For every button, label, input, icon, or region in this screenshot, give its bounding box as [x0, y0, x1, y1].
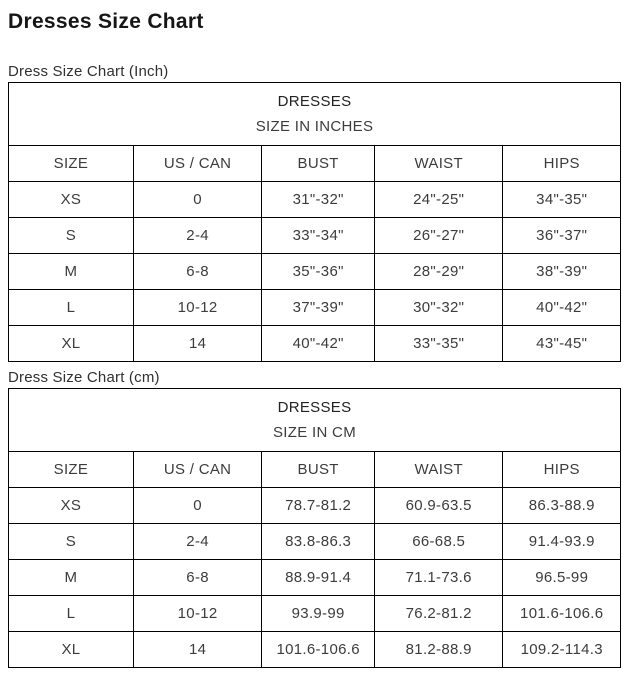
table-cell: 2-4: [132, 523, 263, 560]
table-cell: 6-8: [132, 559, 263, 596]
column-header: HIPS: [502, 145, 621, 182]
table-cell: XL: [8, 631, 134, 668]
table-head: DRESSES SIZE IN CM SIZE US / CAN BUST WAIST…: [8, 388, 621, 488]
table-cell: 0: [132, 181, 263, 218]
table-cell: 6-8: [132, 253, 263, 290]
table-cell: 91.4-93.9: [502, 523, 621, 560]
table-row: XL 14 40"-42" 33"-35" 43"-45": [8, 325, 621, 362]
table-cell: 83.8-86.3: [261, 523, 375, 560]
table-cell: 10-12: [132, 595, 263, 632]
column-header: WAIST: [373, 451, 504, 488]
table-title-cell: DRESSES SIZE IN INCHES: [8, 82, 621, 146]
table-cell: 88.9-91.4: [261, 559, 375, 596]
table-cell: XL: [8, 325, 134, 362]
table-cell: 78.7-81.2: [261, 487, 375, 524]
table-cell: 38"-39": [502, 253, 621, 290]
column-header-row: SIZE US / CAN BUST WAIST HIPS: [8, 145, 621, 182]
column-header: US / CAN: [132, 451, 263, 488]
table-row: XS 0 78.7-81.2 60.9-63.5 86.3-88.9: [8, 487, 621, 524]
table-cell: 2-4: [132, 217, 263, 254]
table-cell: 0: [132, 487, 263, 524]
table-title-line2: SIZE IN INCHES: [255, 118, 374, 135]
table-title-line1: DRESSES: [277, 93, 352, 110]
table-cell: 31"-32": [261, 181, 375, 218]
table-cell: M: [8, 559, 134, 596]
table-cell: 76.2-81.2: [373, 595, 504, 632]
column-header-row: SIZE US / CAN BUST WAIST HIPS: [8, 451, 621, 488]
column-header: HIPS: [502, 451, 621, 488]
table-row: S 2-4 83.8-86.3 66-68.5 91.4-93.9: [8, 523, 621, 560]
table-cell: 101.6-106.6: [502, 595, 621, 632]
table-cell: 81.2-88.9: [373, 631, 504, 668]
span-header-row: DRESSES SIZE IN CM: [8, 388, 621, 452]
table-cell: XS: [8, 181, 134, 218]
size-chart-inch: DRESSES SIZE IN INCHES SIZE US / CAN BUST W…: [8, 82, 621, 362]
table-cell: 33"-35": [373, 325, 504, 362]
table-cell: 36"-37": [502, 217, 621, 254]
table-cell: L: [8, 289, 134, 326]
table-cell: 43"-45": [502, 325, 621, 362]
table-cell: 34"-35": [502, 181, 621, 218]
table-cell: 40"-42": [502, 289, 621, 326]
table-cell: 26"-27": [373, 217, 504, 254]
table-cell: 96.5-99: [502, 559, 621, 596]
table-cell: S: [8, 523, 134, 560]
table-cell: 60.9-63.5: [373, 487, 504, 524]
table-body: XS 0 78.7-81.2 60.9-63.5 86.3-88.9 S 2-4 83.8-8…: [8, 487, 621, 668]
table-cell: 40"-42": [261, 325, 375, 362]
table-cell: 24"-25": [373, 181, 504, 218]
table-cell: S: [8, 217, 134, 254]
page-title: Dresses Size Chart: [8, 10, 204, 33]
table-row: L 10-12 93.9-99 76.2-81.2 101.6-106.6: [8, 595, 621, 632]
table-title-line2: SIZE IN CM: [272, 424, 356, 441]
table-cell: 93.9-99: [261, 595, 375, 632]
span-header-row: DRESSES SIZE IN INCHES: [8, 82, 621, 146]
table-row: S 2-4 33"-34" 26"-27" 36"-37": [8, 217, 621, 254]
table-title-line1: DRESSES: [277, 399, 352, 416]
table-cell: 86.3-88.9: [502, 487, 621, 524]
table-cell: 33"-34": [261, 217, 375, 254]
table-cell: 37"-39": [261, 289, 375, 326]
section-label-cm: Dress Size Chart (cm): [8, 369, 160, 386]
page: Dresses Size Chart Dress Size Chart (Inc…: [0, 10, 629, 668]
table-cell: 35"-36": [261, 253, 375, 290]
size-chart-cm: DRESSES SIZE IN CM SIZE US / CAN BUST WAIST…: [8, 388, 621, 668]
table-row: M 6-8 35"-36" 28"-29" 38"-39": [8, 253, 621, 290]
table-cell: M: [8, 253, 134, 290]
column-header: SIZE: [8, 145, 134, 182]
column-header: US / CAN: [132, 145, 263, 182]
section-label-inch: Dress Size Chart (Inch): [8, 63, 169, 80]
table-row: M 6-8 88.9-91.4 71.1-73.6 96.5-99: [8, 559, 621, 596]
table-title-cell: DRESSES SIZE IN CM: [8, 388, 621, 452]
table-row: XL 14 101.6-106.6 81.2-88.9 109.2-114.3: [8, 631, 621, 668]
column-header: BUST: [261, 145, 375, 182]
table-cell: 10-12: [132, 289, 263, 326]
table-cell: 28"-29": [373, 253, 504, 290]
table-cell: 101.6-106.6: [261, 631, 375, 668]
table-cell: 14: [132, 631, 263, 668]
column-header: BUST: [261, 451, 375, 488]
table-cell: L: [8, 595, 134, 632]
table-head: DRESSES SIZE IN INCHES SIZE US / CAN BUST W…: [8, 82, 621, 182]
table-cell: XS: [8, 487, 134, 524]
table-cell: 30"-32": [373, 289, 504, 326]
table-row: L 10-12 37"-39" 30"-32" 40"-42": [8, 289, 621, 326]
table-body: XS 0 31"-32" 24"-25" 34"-35" S 2-4 33"-34" 26"-2…: [8, 181, 621, 362]
table-cell: 71.1-73.6: [373, 559, 504, 596]
column-header: SIZE: [8, 451, 134, 488]
table-row: XS 0 31"-32" 24"-25" 34"-35": [8, 181, 621, 218]
table-cell: 109.2-114.3: [502, 631, 621, 668]
table-cell: 14: [132, 325, 263, 362]
column-header: WAIST: [373, 145, 504, 182]
table-cell: 66-68.5: [373, 523, 504, 560]
